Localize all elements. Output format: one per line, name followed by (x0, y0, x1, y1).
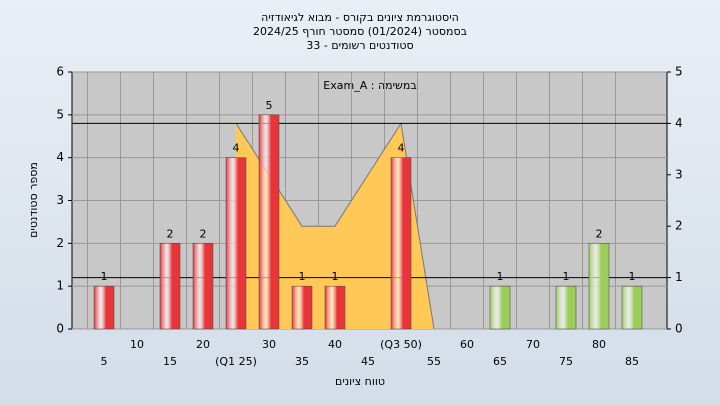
box-outline (235, 122, 435, 330)
y2-tick-label: 0 (675, 322, 683, 336)
x-tick-label: 5 (101, 355, 108, 368)
title: היסטוגרמת ציונים בקורס - מבוא לגיאודזיה (261, 11, 459, 24)
x-tick-label: 45 (361, 355, 375, 368)
x-tick-label: 10 (130, 338, 144, 351)
x-tick-label: 65 (493, 355, 507, 368)
x-tick-label: 85 (625, 355, 639, 368)
y-tick-label: 6 (56, 65, 64, 79)
bar (555, 285, 577, 330)
y-axis-label: מספר סטודנטים (27, 162, 40, 238)
x-tick-label: 20 (196, 338, 210, 351)
y-tick-label: 5 (56, 107, 64, 121)
data-label: 1 (563, 270, 570, 283)
y-tick-label: 2 (56, 236, 64, 250)
y2-tick-label: 3 (675, 167, 683, 181)
bar (225, 157, 247, 330)
x-tick-label: 75 (559, 355, 573, 368)
x-tick-label: 80 (592, 338, 606, 351)
y2-tick-label: 1 (675, 270, 683, 284)
x-tick-label: 35 (295, 355, 309, 368)
y-tick-label: 3 (56, 193, 64, 207)
x-tick-label: 55 (427, 355, 441, 368)
x-tick-label: (Q1 25) (215, 355, 257, 368)
data-label: 1 (332, 270, 339, 283)
x-tick-label: 15 (163, 355, 177, 368)
bar (159, 243, 181, 330)
bar (93, 285, 115, 330)
title: בסמסטר (01/2024) סמסטר חורף 2024/25 (253, 25, 467, 38)
bar (291, 285, 313, 330)
bar (489, 285, 511, 330)
x-tick-label: (Q3 50) (380, 338, 422, 351)
bar (621, 285, 643, 330)
y-tick-label: 4 (56, 150, 64, 164)
bar (588, 243, 610, 330)
y2-tick-label: 2 (675, 219, 683, 233)
data-label: 1 (629, 270, 636, 283)
x-tick-label: 70 (526, 338, 540, 351)
data-label: 2 (596, 227, 603, 240)
annotation: Exam_A : במשימה (323, 79, 416, 92)
y2-tick-label: 4 (675, 116, 683, 130)
bar (192, 243, 214, 330)
data-label: 5 (266, 99, 273, 112)
data-label: 1 (299, 270, 306, 283)
title: סטודנטים רשומים - 33 (306, 39, 413, 52)
data-label: 2 (167, 227, 174, 240)
data-label: 4 (398, 142, 405, 155)
y2-tick-label: 5 (675, 65, 683, 79)
bar (324, 285, 346, 330)
x-axis-label: טווח ציונים (335, 375, 385, 388)
x-tick-label: 30 (262, 338, 276, 351)
data-label: 4 (233, 142, 240, 155)
y-tick-label: 0 (56, 322, 64, 336)
data-label: 1 (101, 270, 108, 283)
bar (390, 157, 412, 330)
data-label: 2 (200, 227, 207, 240)
x-tick-label: 60 (460, 338, 474, 351)
y-tick-label: 1 (56, 279, 64, 293)
x-tick-label: 40 (328, 338, 342, 351)
bar (258, 114, 280, 330)
data-label: 1 (497, 270, 504, 283)
